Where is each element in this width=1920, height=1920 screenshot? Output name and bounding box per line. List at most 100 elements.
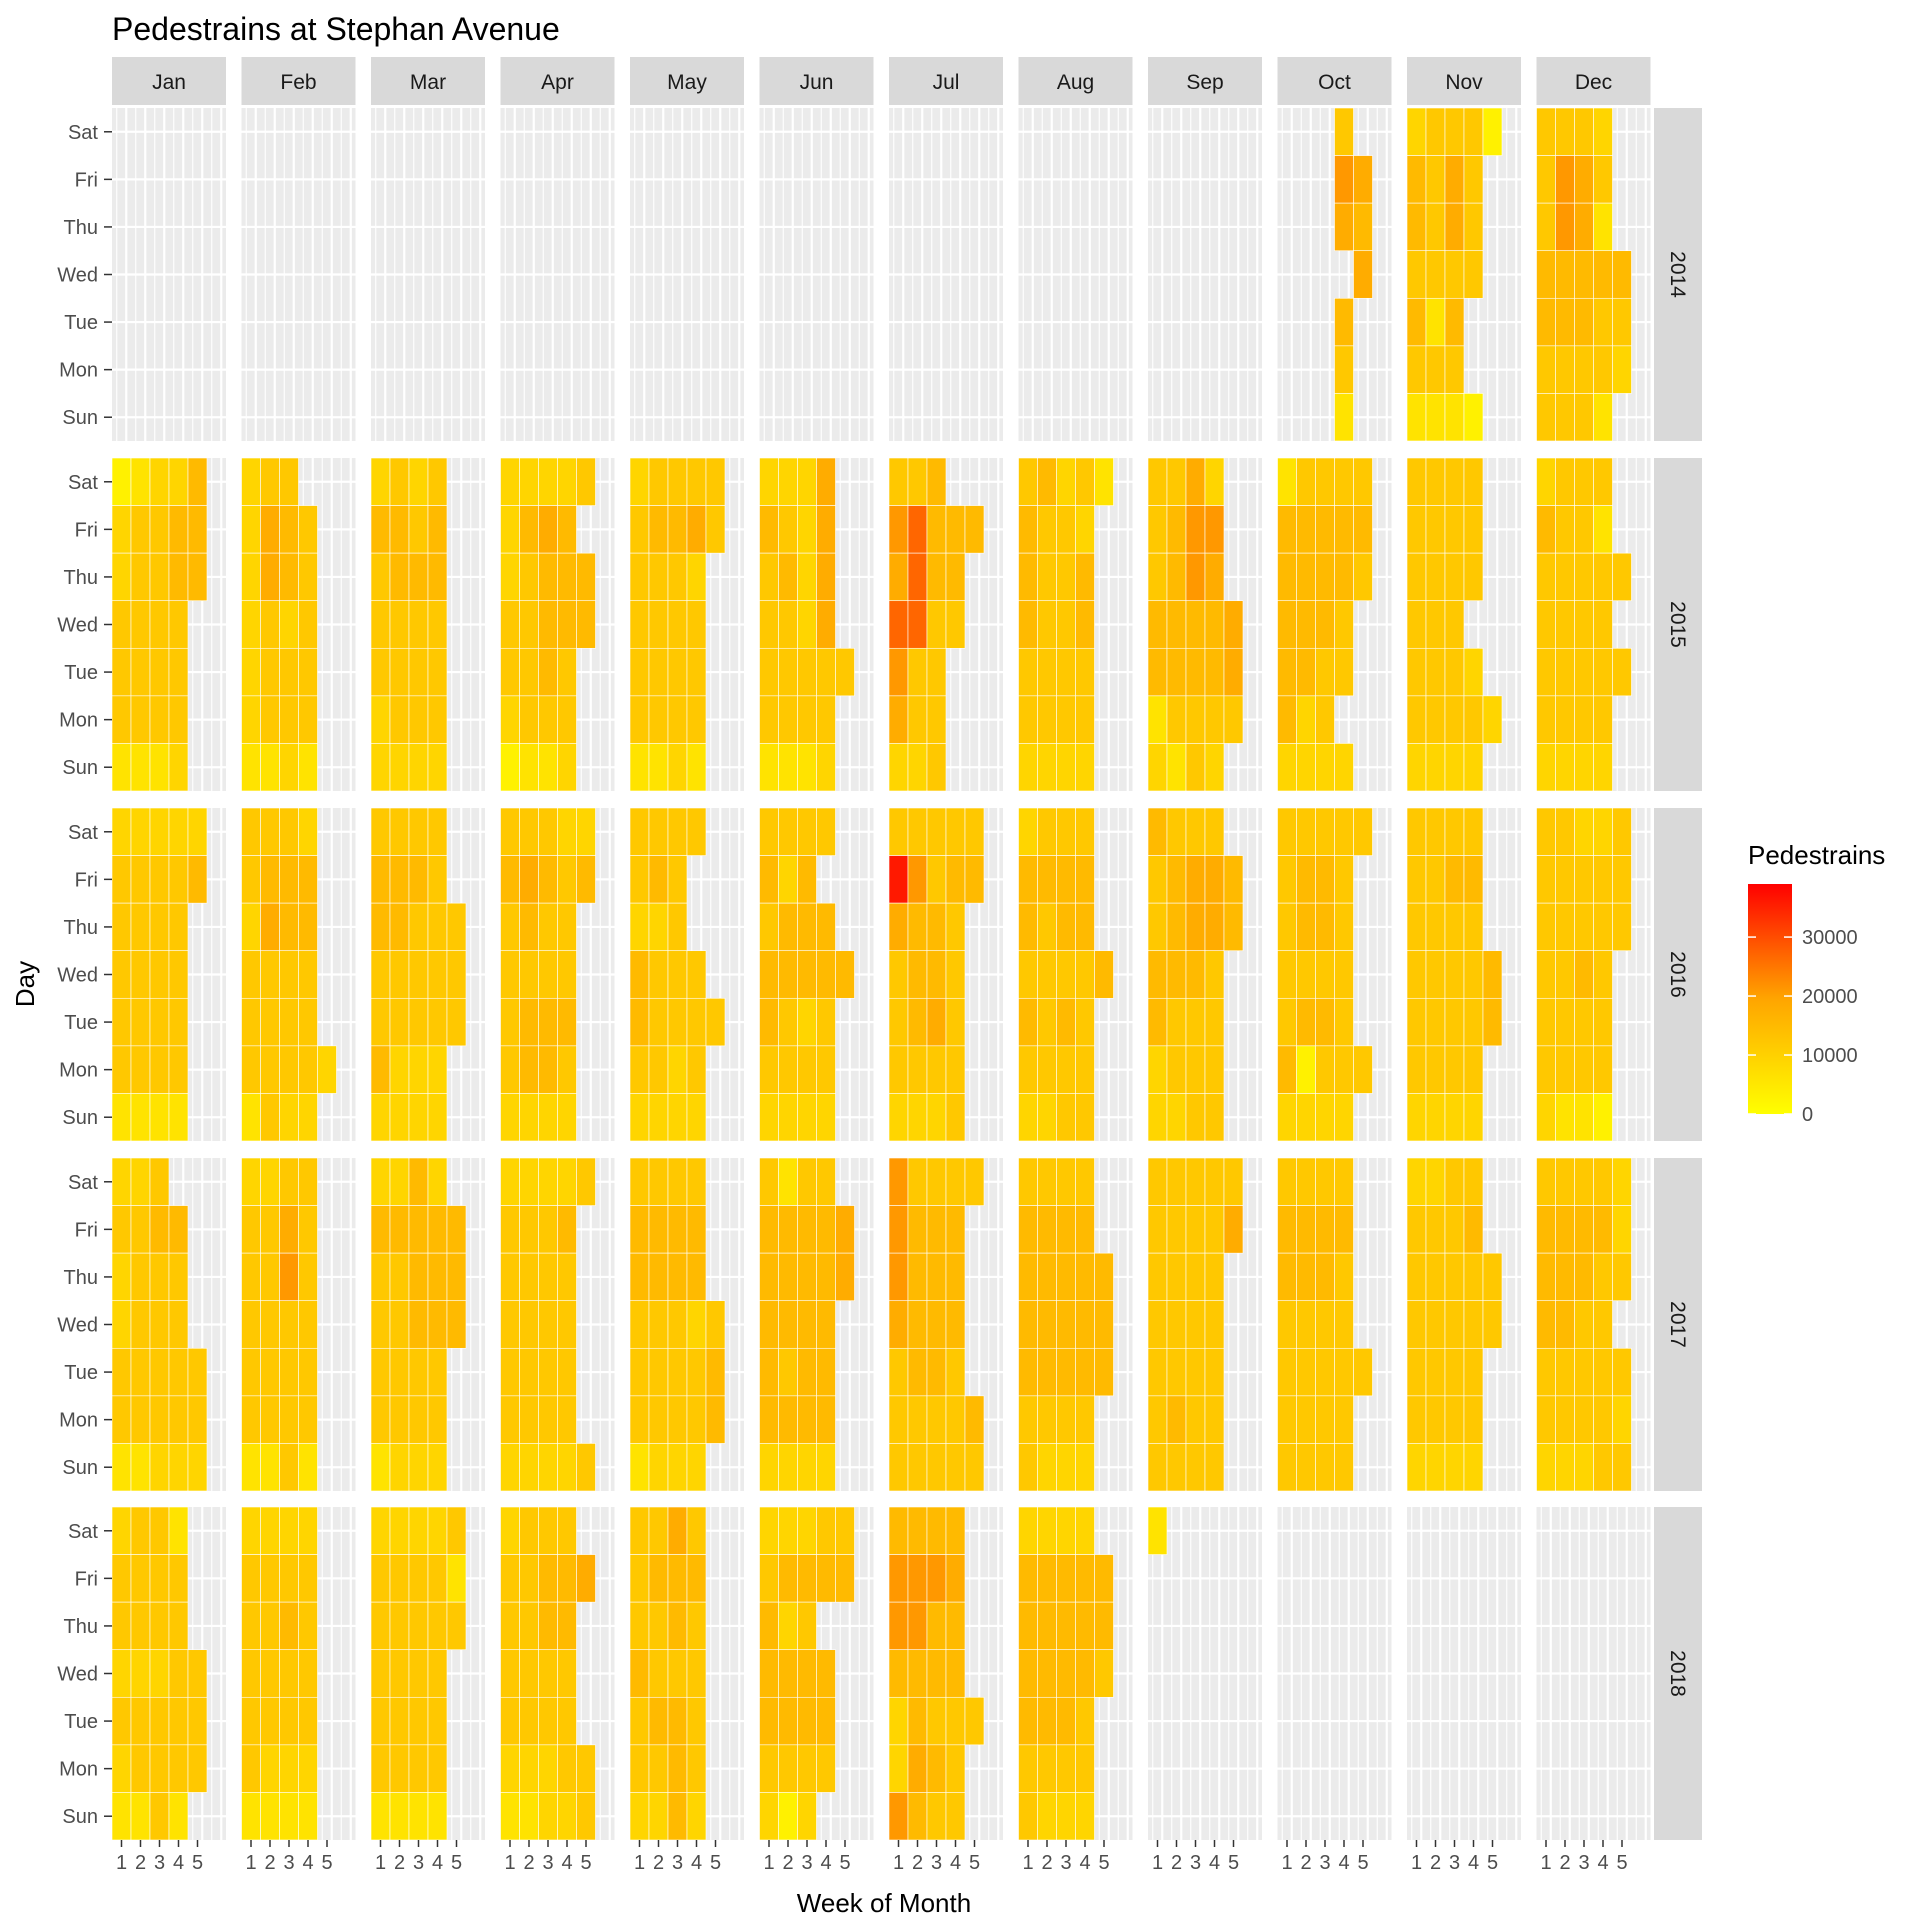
heatmap-cell <box>1334 155 1354 204</box>
heatmap-cell <box>797 1157 817 1206</box>
heatmap-cell <box>1185 902 1206 952</box>
heatmap-cell <box>945 552 966 602</box>
heatmap-cell <box>1593 297 1613 347</box>
heatmap-cell <box>1406 250 1427 299</box>
heatmap-cell <box>778 552 798 602</box>
heatmap-cell <box>629 902 650 952</box>
heatmap-cell <box>1536 902 1556 952</box>
heatmap-cell <box>130 1157 151 1206</box>
heatmap-cell <box>667 457 688 506</box>
heatmap-cell <box>667 1744 688 1793</box>
heatmap-cell <box>168 1347 189 1397</box>
heatmap-cell <box>408 807 429 856</box>
heatmap-cell <box>279 1045 299 1094</box>
heatmap-cell <box>408 1792 429 1841</box>
heatmap-cell <box>1536 1347 1556 1397</box>
heatmap-cell <box>816 1554 836 1603</box>
heatmap-cell <box>1075 1157 1095 1206</box>
heatmap-cell <box>686 950 707 999</box>
heatmap-cell <box>1574 1443 1594 1492</box>
heatmap-cell <box>1536 1300 1556 1349</box>
heatmap-cell <box>926 1506 947 1555</box>
heatmap-cell <box>1315 1093 1335 1142</box>
x-tick-label: 3 <box>542 1852 553 1874</box>
heatmap-cell <box>241 1300 261 1349</box>
heatmap-cell <box>778 1792 798 1841</box>
heatmap-cell <box>298 1252 318 1302</box>
heatmap-cell <box>1334 505 1354 554</box>
heatmap-cell <box>500 695 520 744</box>
heatmap-cell <box>1444 997 1465 1047</box>
heatmap-cell <box>260 1443 280 1492</box>
heatmap-cell <box>241 902 261 952</box>
heatmap-cell <box>130 1093 151 1142</box>
heatmap-cell <box>1296 457 1316 506</box>
heatmap-cell <box>260 457 280 506</box>
heatmap-cell <box>111 1554 132 1603</box>
heatmap-cell <box>241 695 261 744</box>
heatmap-cell <box>1536 505 1556 554</box>
heatmap-cell <box>1425 552 1446 602</box>
heatmap-cell <box>576 807 596 856</box>
heatmap-cell <box>686 1696 707 1746</box>
heatmap-cell <box>1612 1347 1632 1397</box>
heatmap-cell <box>1334 107 1354 156</box>
heatmap-cell <box>130 1744 151 1793</box>
heatmap-cell <box>130 1506 151 1555</box>
heatmap-cell <box>1593 1300 1613 1349</box>
heatmap-cell <box>1463 647 1484 697</box>
heatmap-cell <box>1406 155 1427 204</box>
heatmap-cell <box>1223 1205 1244 1254</box>
heatmap-cell <box>1463 1252 1484 1302</box>
heatmap-cell <box>500 1045 520 1094</box>
heatmap-cell <box>111 1744 132 1793</box>
heatmap-cell <box>557 1093 577 1142</box>
heatmap-cell <box>1444 1045 1465 1094</box>
chart-title: Pedestrains at Stephan Avenue <box>112 11 560 47</box>
heatmap-cell <box>835 950 855 999</box>
heatmap-cell <box>1555 1395 1575 1444</box>
heatmap-cell <box>1593 345 1613 394</box>
heatmap-cell <box>926 950 947 999</box>
heatmap-cell <box>1075 1649 1095 1698</box>
heatmap-cell <box>389 600 410 649</box>
heatmap-cell <box>389 552 410 602</box>
heatmap-cell <box>519 1093 539 1142</box>
heatmap-cell <box>926 647 947 697</box>
heatmap-cell <box>1406 1157 1427 1206</box>
heatmap-cell <box>945 1252 966 1302</box>
heatmap-cell <box>816 1205 836 1254</box>
heatmap-cell <box>446 1601 467 1651</box>
heatmap-cell <box>926 1554 947 1603</box>
heatmap-cell <box>1166 695 1187 744</box>
heatmap-cell <box>1075 1045 1095 1094</box>
year-strip-label: 2016 <box>1666 951 1689 998</box>
heatmap-cell <box>279 1744 299 1793</box>
heatmap-cell <box>298 1395 318 1444</box>
heatmap-cell <box>1612 1252 1632 1302</box>
heatmap-cell <box>629 695 650 744</box>
x-tick-label: 4 <box>1079 1852 1090 1874</box>
heatmap-cell <box>408 457 429 506</box>
heatmap-cell <box>1094 1347 1114 1397</box>
heatmap-cell <box>1574 600 1594 649</box>
heatmap-cell <box>1037 505 1057 554</box>
heatmap-cell <box>629 1696 650 1746</box>
heatmap-cell <box>1166 1252 1187 1302</box>
heatmap-cell <box>1018 695 1038 744</box>
heatmap-cell <box>926 695 947 744</box>
heatmap-cell <box>705 1347 726 1397</box>
heatmap-cell <box>797 997 817 1047</box>
heatmap-cell <box>1185 1157 1206 1206</box>
heatmap-cell <box>1536 647 1556 697</box>
heatmap-cell <box>500 1696 520 1746</box>
heatmap-cell <box>1536 1045 1556 1094</box>
year-strip-label: 2018 <box>1666 1650 1689 1697</box>
heatmap-cell <box>629 505 650 554</box>
heatmap-cell <box>427 855 448 904</box>
heatmap-cell <box>298 1205 318 1254</box>
heatmap-cell <box>1334 600 1354 649</box>
heatmap-cell <box>1056 807 1076 856</box>
heatmap-cell <box>797 1093 817 1142</box>
heatmap-cell <box>1037 647 1057 697</box>
